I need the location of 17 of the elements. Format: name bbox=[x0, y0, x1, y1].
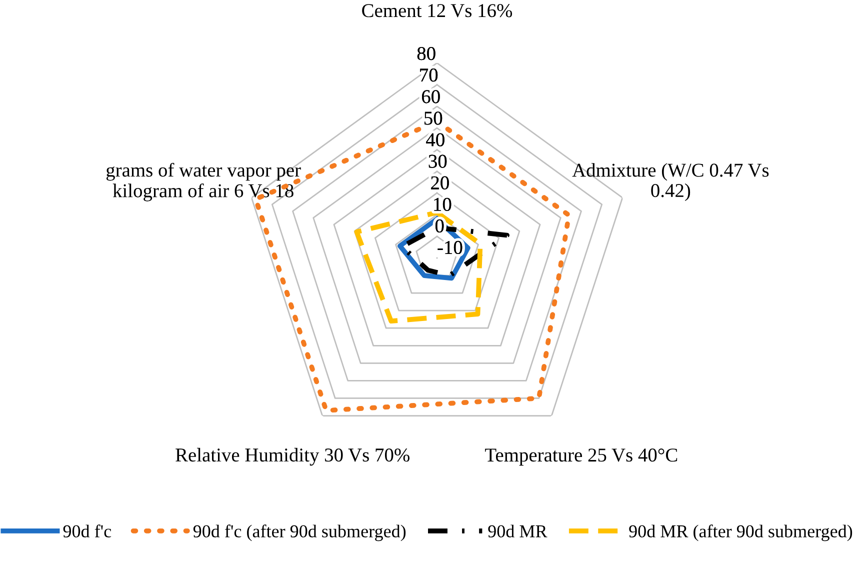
y-tick-label: 30 bbox=[428, 154, 447, 168]
legend-label: 90d f'c (after 90d submerged) bbox=[193, 524, 406, 542]
y-tick-label: 40 bbox=[426, 133, 444, 146]
spoke-label: Relative Humidity 30 Vs 70% bbox=[176, 448, 410, 466]
y-tick-label: 60 bbox=[422, 90, 440, 104]
spoke-label: Temperature 25 Vs 40°C bbox=[485, 448, 678, 466]
legend-label: 90d MR bbox=[488, 524, 548, 538]
legend-label: 90d f'c bbox=[63, 524, 112, 538]
y-tick-label: -10 bbox=[438, 240, 462, 254]
y-tick-label: 50 bbox=[424, 112, 442, 125]
y-tick-label: 10 bbox=[434, 198, 452, 211]
y-tick-label: 80 bbox=[417, 46, 436, 60]
y-tick-label: 70 bbox=[420, 68, 438, 82]
spoke-label: Admixture (W/C 0.47 Vs 0.42) bbox=[572, 163, 769, 202]
legend-label: 90d MR (after 90d submerged) bbox=[629, 524, 852, 542]
y-tick-label: 20 bbox=[431, 176, 449, 190]
spoke-label: Cement 12 Vs 16% bbox=[362, 4, 512, 18]
